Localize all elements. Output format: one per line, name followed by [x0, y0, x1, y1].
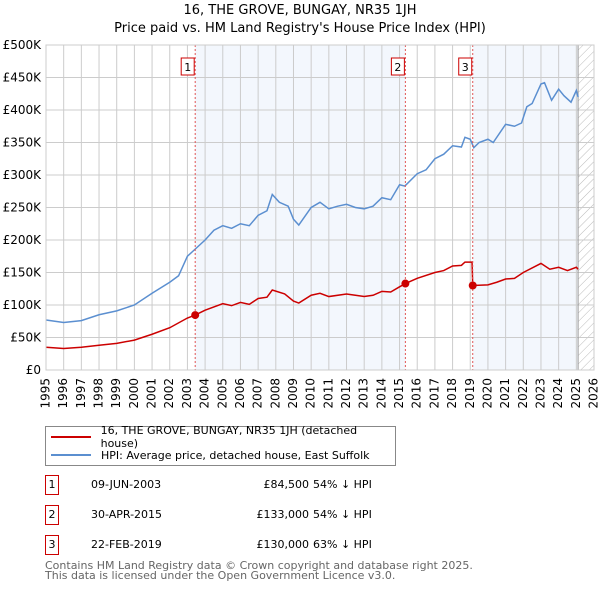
- x-tick-label: 2012: [339, 378, 353, 409]
- footer-line: This data is licensed under the Open Gov…: [45, 569, 396, 582]
- chart-subtitle: Price paid vs. HM Land Registry's House …: [114, 21, 486, 36]
- x-tick-label: 1995: [39, 378, 53, 409]
- x-tick-label: 2010: [304, 378, 318, 409]
- x-tick-label: 1996: [56, 378, 70, 409]
- x-tick-label: 2007: [251, 378, 265, 409]
- sale-price: £84,500: [263, 478, 310, 491]
- chart-title: 16, THE GROVE, BUNGAY, NR35 1JH: [183, 3, 417, 18]
- plot-frame: [45, 44, 595, 371]
- x-tick-label: 2021: [498, 378, 512, 409]
- y-tick-label: £400K: [3, 103, 43, 117]
- sale-date: 30-APR-2015: [91, 508, 163, 521]
- x-tick-label: 2016: [410, 378, 424, 409]
- x-tick-label: 2020: [480, 378, 494, 409]
- sale-row: 3 22-FEB-2019 £130,000 63% ↓ HPI: [45, 535, 445, 555]
- x-tick-label: 2003: [180, 378, 194, 409]
- y-tick-label: £200K: [3, 233, 43, 247]
- x-tick-label: 2000: [127, 378, 141, 409]
- x-tick-label: 2009: [286, 378, 300, 409]
- x-tick-label: 2014: [374, 378, 388, 409]
- sale-point: [191, 311, 200, 320]
- x-tick-label: 1999: [109, 378, 123, 409]
- chart: 1995 1996 1997 1998 1999 2000 2001 2002 2003 2004…: [3, 38, 600, 409]
- y-tick-label: £350K: [3, 136, 43, 150]
- x-tick-label: 2001: [145, 378, 159, 409]
- x-tick-label: 2019: [463, 378, 477, 409]
- sale-label-box: [458, 57, 473, 76]
- sale-hpi: 63% ↓ HPI: [313, 538, 372, 551]
- x-tick-label: 2022: [516, 378, 530, 409]
- sale-date: 22-FEB-2019: [91, 538, 162, 551]
- x-tick-label: 2025: [569, 378, 583, 409]
- sale-row: 2 30-APR-2015 £133,000 54% ↓ HPI: [45, 505, 445, 525]
- y-tick-label: £450K: [3, 71, 43, 85]
- x-tick-label: 2011: [321, 378, 335, 409]
- sale-label: 3: [462, 61, 469, 74]
- y-tick-label: £0: [26, 363, 41, 377]
- x-tick-label: 1997: [74, 378, 88, 409]
- sale-number: 2: [45, 505, 59, 525]
- y-tick-label: £100K: [3, 298, 43, 312]
- sale-point: [401, 279, 410, 288]
- series-line: [45, 261, 579, 350]
- x-tick-label: 2005: [215, 378, 229, 409]
- sale-date: 09-JUN-2003: [91, 478, 162, 491]
- x-tick-label: 2004: [198, 378, 212, 409]
- legend-swatch-blue: [51, 454, 91, 456]
- sale-price: £133,000: [256, 508, 310, 521]
- x-tick-label: 2008: [268, 378, 282, 409]
- x-tick-label: 2017: [427, 378, 441, 409]
- legend-label: HPI: Average price, detached house, East…: [101, 448, 370, 462]
- sale-number: 1: [45, 475, 59, 495]
- legend-label: 16, THE GROVE, BUNGAY, NR35 1JH (detache…: [100, 424, 358, 450]
- y-tick-label: £150K: [3, 266, 43, 280]
- x-tick-label: 2024: [551, 378, 565, 409]
- x-tick-label: 2013: [357, 378, 371, 409]
- sale-row: 1 09-JUN-2003 £84,500 54% ↓ HPI: [45, 475, 445, 495]
- x-tick-label: 2026: [587, 378, 600, 409]
- sale-label-box: [390, 57, 405, 76]
- sale-hpi: 54% ↓ HPI: [313, 508, 372, 521]
- legend: 16, THE GROVE, BUNGAY, NR35 1JH (detache…: [45, 424, 396, 466]
- series-line: [45, 81, 579, 324]
- x-tick-label: 2023: [533, 378, 547, 409]
- x-tick-label: 2018: [445, 378, 459, 409]
- sale-number: 3: [45, 535, 59, 555]
- y-tick-label: £500K: [3, 38, 43, 52]
- y-tick-label: £250K: [3, 201, 43, 215]
- sale-price: £130,000: [256, 538, 310, 551]
- y-tick-label: £50K: [10, 331, 42, 345]
- sale-label: 2: [394, 61, 401, 74]
- x-tick-label: 2015: [392, 378, 406, 409]
- sale-label: 1: [184, 61, 191, 74]
- y-tick-label: £300K: [3, 168, 43, 182]
- sale-label-box: [180, 57, 195, 76]
- footer-line: Contains HM Land Registry data © Crown c…: [45, 559, 473, 572]
- footer: Contains HM Land Registry data © Crown c…: [45, 559, 473, 582]
- x-tick-label: 2002: [162, 378, 176, 409]
- legend-swatch-red: [51, 436, 91, 438]
- sale-hpi: 54% ↓ HPI: [313, 478, 372, 491]
- x-tick-label: 2006: [233, 378, 247, 409]
- x-tick-label: 1998: [92, 378, 106, 409]
- sale-point: [468, 281, 477, 290]
